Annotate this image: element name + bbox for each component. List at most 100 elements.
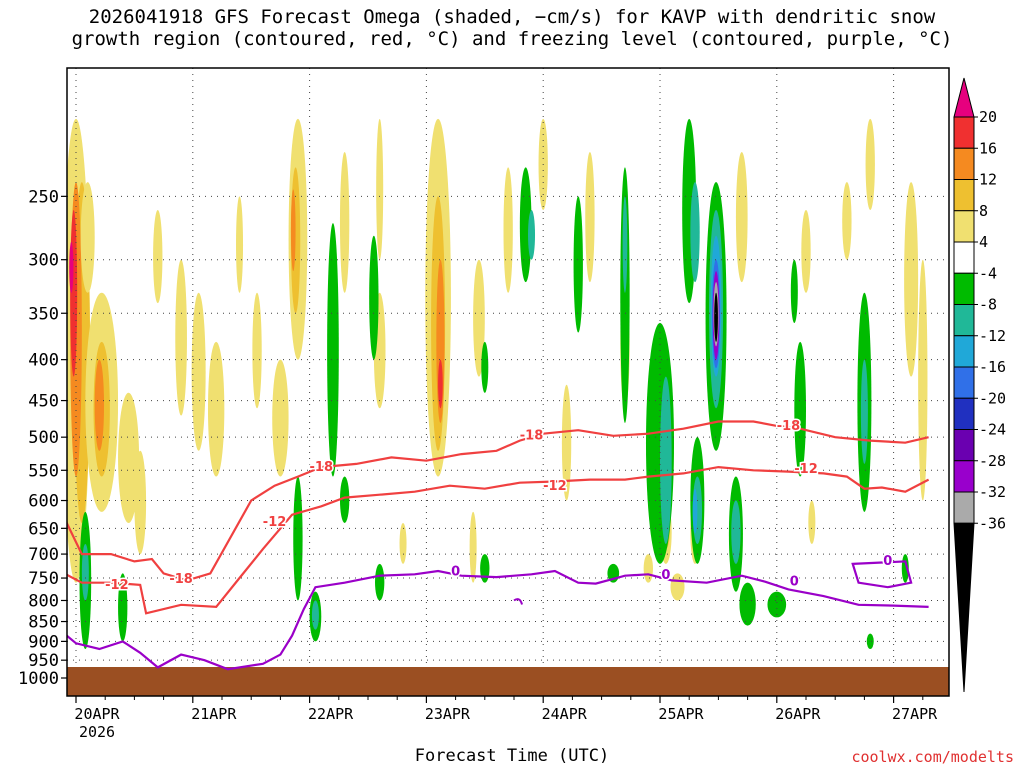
omega-cell bbox=[643, 554, 653, 583]
y-tick-label: 1000 bbox=[18, 669, 59, 689]
y-tick-label: 900 bbox=[28, 632, 59, 652]
freezing-level-line bbox=[67, 569, 929, 671]
colorbar-cell bbox=[953, 304, 975, 337]
colorbar-cell bbox=[953, 397, 975, 430]
freezing-label: 0 bbox=[661, 568, 670, 583]
omega-cell bbox=[469, 511, 477, 583]
title-line-1: 2026041918 GFS Forecast Omega (shaded, −… bbox=[88, 6, 936, 28]
x-tick-label: 26APR bbox=[775, 705, 821, 723]
omega-cell bbox=[153, 209, 163, 304]
omega-cell bbox=[904, 182, 919, 377]
colorbar-label: -32 bbox=[979, 483, 1006, 501]
colorbar-label: -4 bbox=[979, 264, 997, 282]
omega-cell bbox=[175, 259, 187, 416]
dgz-label-18: -18 bbox=[169, 572, 193, 587]
ground-terrain bbox=[67, 667, 949, 696]
x-tick-label: 20APR bbox=[74, 705, 120, 723]
omega-cell bbox=[585, 151, 595, 283]
omega-cell bbox=[790, 259, 798, 324]
omega-cell bbox=[399, 522, 407, 564]
omega-cell bbox=[622, 196, 628, 293]
omega-cell bbox=[236, 196, 244, 293]
omega-cell bbox=[670, 573, 685, 601]
colorbar-label: -8 bbox=[979, 296, 997, 314]
x-axis-title: Forecast Time (UTC) bbox=[414, 746, 610, 766]
omega-cell bbox=[714, 292, 718, 342]
omega-cell bbox=[376, 118, 384, 260]
colorbar-label: -12 bbox=[979, 327, 1006, 345]
y-tick-label: 850 bbox=[28, 613, 59, 633]
omega-cell bbox=[118, 573, 128, 642]
omega-cell bbox=[801, 209, 811, 293]
omega-cell bbox=[739, 582, 756, 626]
omega-cell bbox=[865, 118, 875, 210]
omega-cell bbox=[808, 500, 816, 545]
dgz-label-12: -12 bbox=[105, 578, 129, 593]
omega-cell bbox=[327, 223, 339, 477]
y-tick-label: 500 bbox=[28, 428, 59, 448]
colorbar-cell bbox=[953, 241, 975, 274]
x-tick-label: 25APR bbox=[658, 705, 704, 723]
y-tick-label: 300 bbox=[28, 251, 59, 271]
colorbar-label: -16 bbox=[979, 358, 1006, 376]
y-tick-label: 250 bbox=[28, 187, 59, 207]
colorbar-label: 12 bbox=[979, 171, 997, 189]
colorbar-label: -24 bbox=[979, 421, 1006, 439]
dgz-label-12: -12 bbox=[543, 479, 567, 494]
y-tick-label: 650 bbox=[28, 519, 59, 539]
dgz-label-18: -18 bbox=[777, 419, 801, 434]
colorbar-cell bbox=[953, 335, 975, 368]
dgz-contour-line bbox=[67, 420, 929, 582]
colorbar-label: 16 bbox=[979, 139, 997, 157]
omega-cell bbox=[134, 450, 147, 555]
omega-cell bbox=[118, 392, 140, 523]
colorbar-cell bbox=[953, 116, 975, 149]
omega-cell bbox=[311, 600, 319, 630]
x-year-label: 2026 bbox=[79, 723, 115, 741]
colorbar-label: 8 bbox=[979, 202, 988, 220]
x-tick-label: 27APR bbox=[892, 705, 938, 723]
omega-cell bbox=[293, 476, 303, 601]
x-axis: 20APR 21APR 22APR 23APR 24APR 25APR 26APR 27APR… bbox=[74, 696, 938, 741]
omega-cell bbox=[272, 359, 289, 477]
omega-cell bbox=[369, 235, 379, 360]
x-tick-label: 23APR bbox=[425, 705, 471, 723]
omega-cell bbox=[842, 182, 852, 260]
dgz-label-18: -18 bbox=[520, 428, 544, 443]
omega-cell bbox=[735, 151, 748, 283]
y-tick-label: 400 bbox=[28, 351, 59, 371]
freezing-label: 0 bbox=[883, 554, 892, 569]
x-tick-label: 24APR bbox=[542, 705, 588, 723]
omega-cell bbox=[252, 292, 262, 409]
omega-cell bbox=[339, 151, 350, 293]
title-line-2: growth region (contoured, red, °C) and f… bbox=[71, 28, 953, 50]
omega-cell bbox=[519, 167, 532, 283]
omega-cell bbox=[731, 500, 741, 564]
omega-cell bbox=[692, 488, 698, 534]
colorbar-label: -36 bbox=[979, 514, 1006, 532]
freezing-label: 0 bbox=[451, 564, 460, 579]
freezing-level-fragment bbox=[513, 598, 523, 605]
y-tick-label: 600 bbox=[28, 492, 59, 512]
omega-shading bbox=[67, 118, 928, 650]
colorbar-label: 20 bbox=[979, 108, 997, 126]
omega-cell bbox=[528, 209, 536, 260]
omega-cell bbox=[794, 341, 806, 477]
omega-cell bbox=[866, 633, 874, 650]
plot-frame bbox=[66, 67, 950, 697]
y-tick-label: 350 bbox=[28, 304, 59, 324]
contour-lines: -18 -18 -18 -18 -12 -12 -12 -12 0 0 0 0 bbox=[67, 418, 930, 671]
colorbar-cell bbox=[953, 210, 975, 243]
omega-cell bbox=[80, 182, 95, 293]
credit-link[interactable]: coolwx.com/modelts bbox=[851, 748, 1014, 766]
colorbar-label: -28 bbox=[979, 452, 1006, 470]
x-tick-label: 21APR bbox=[191, 705, 237, 723]
dgz-contour-line bbox=[67, 465, 930, 615]
colorbar-cell bbox=[953, 460, 975, 493]
y-tick-label: 750 bbox=[28, 569, 59, 589]
colorbar-label: -20 bbox=[979, 389, 1006, 407]
omega-cell bbox=[573, 196, 583, 333]
freezing-label: 0 bbox=[790, 574, 799, 589]
y-axis: 2503003504004505005506006507007508008509… bbox=[18, 187, 67, 689]
omega-cell bbox=[438, 359, 443, 409]
